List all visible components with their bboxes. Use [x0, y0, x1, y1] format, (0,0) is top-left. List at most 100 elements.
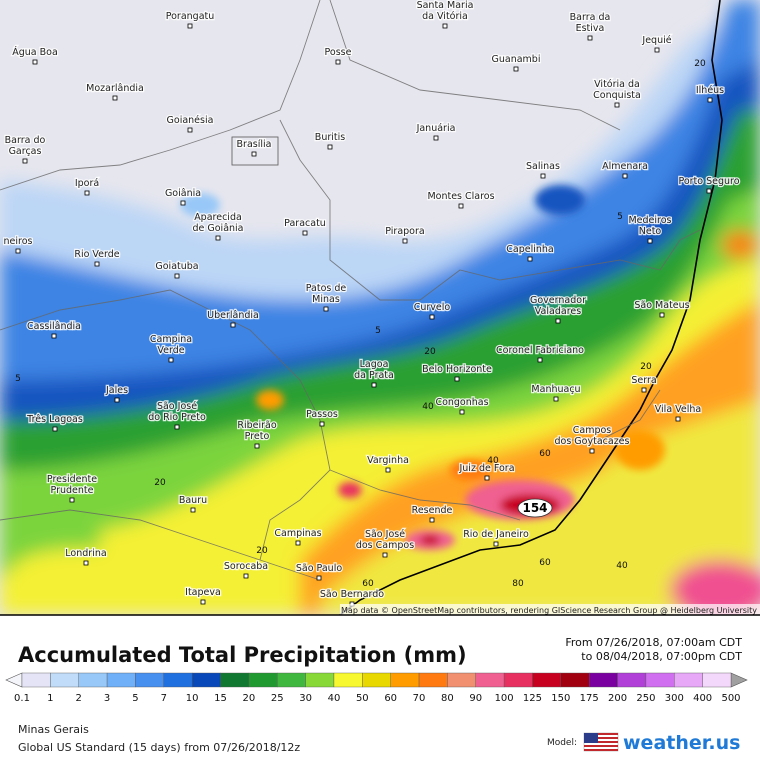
scale-label: 50 — [356, 693, 369, 704]
city-dot — [429, 517, 435, 523]
city-dot — [84, 190, 90, 196]
city-label: Presidente — [47, 474, 97, 485]
city-dot — [32, 59, 38, 65]
scale-box — [135, 672, 165, 688]
city-label: Medeiros — [628, 215, 671, 226]
city-label: Patos de — [306, 283, 347, 294]
flag-icon — [583, 732, 619, 752]
brand: weather.us — [623, 732, 740, 754]
city-label: Lagoa — [360, 359, 389, 370]
city-dot — [614, 102, 620, 108]
city-dot — [51, 333, 57, 339]
scale-box — [333, 672, 363, 688]
city-dot — [675, 416, 681, 422]
city-dot — [200, 599, 206, 605]
city-label: da Prata — [354, 370, 394, 381]
city-label: Sorocaba — [224, 561, 268, 572]
city-label: Iporá — [75, 178, 99, 189]
scale-label: 30 — [299, 693, 312, 704]
city-label: Goiatuba — [155, 261, 198, 272]
contour-label: 40 — [422, 402, 434, 412]
city-label: Jales — [105, 385, 128, 396]
city-dot — [174, 273, 180, 279]
scale-box — [106, 672, 136, 688]
city-dot — [622, 173, 628, 179]
scale-label: 80 — [441, 693, 454, 704]
city-label: Rio Verde — [74, 249, 119, 260]
scale-label: 300 — [665, 693, 684, 704]
scale-label: 5 — [132, 693, 138, 704]
city-dot — [187, 127, 193, 133]
city-label: Pirapora — [385, 226, 424, 237]
scale-box — [78, 672, 108, 688]
city-dot — [385, 467, 391, 473]
scale-box — [418, 672, 448, 688]
city-label: Valadares — [535, 306, 581, 317]
city-dot — [555, 318, 561, 324]
attribution: Map data © OpenStreetMap contributors, r… — [341, 606, 757, 615]
city-dot — [371, 382, 377, 388]
city-dot — [69, 497, 75, 503]
city-label: Londrina — [65, 548, 106, 559]
city-label: Três Lagoas — [26, 414, 83, 425]
city-label: Água Boa — [12, 46, 58, 58]
city-dot — [527, 256, 533, 262]
city-dot — [323, 306, 329, 312]
city-dot — [316, 575, 322, 581]
scale-label: 1 — [47, 693, 53, 704]
city-label: Vila Velha — [655, 404, 702, 415]
city-dot — [540, 173, 546, 179]
city-label: Montes Claros — [427, 191, 494, 202]
city-dot — [180, 200, 186, 206]
city-label: Minas — [312, 294, 340, 305]
city-dot — [52, 426, 58, 432]
city-dot — [454, 376, 460, 382]
city-label: Verde — [157, 345, 184, 356]
scale-label: 20 — [243, 693, 256, 704]
city-dot — [659, 312, 665, 318]
scale-box — [475, 672, 505, 688]
city-dot — [187, 23, 193, 29]
scale-box — [447, 672, 476, 688]
city-dot — [295, 540, 301, 546]
city-label: Mozarlândia — [86, 83, 144, 94]
scale-label: 200 — [608, 693, 627, 704]
city-dot — [335, 59, 341, 65]
city-dot — [230, 322, 236, 328]
city-label: Salinas — [526, 161, 560, 172]
city-label: São José — [157, 401, 197, 412]
scale-arrow-left — [5, 672, 23, 688]
contour-label: 80 — [512, 579, 524, 589]
scale-box — [645, 672, 675, 688]
scale-box — [674, 672, 703, 688]
city-dot — [589, 448, 595, 454]
city-label: Resende — [412, 505, 453, 516]
city-label: Santa Maria — [417, 0, 474, 11]
scale-box — [532, 672, 562, 688]
city-label: Campinas — [274, 528, 321, 539]
city-label: Goiânia — [165, 188, 201, 199]
city-dot — [429, 314, 435, 320]
city-dot — [112, 95, 118, 101]
city-label: Campina — [150, 334, 192, 345]
city-label: Bauru — [179, 495, 207, 506]
city-dot — [402, 238, 408, 244]
attribution-bg — [340, 604, 760, 615]
city-label: Belo Horizonte — [422, 364, 492, 375]
city-dot — [442, 23, 448, 29]
city-label: Porto Seguro — [678, 176, 739, 187]
city-label: Curvelo — [414, 302, 451, 313]
city-label: São Paulo — [296, 563, 342, 574]
city-label: São Bernardo — [320, 589, 384, 600]
contour-label: 20 — [640, 362, 652, 372]
scale-box — [702, 672, 732, 688]
region: Minas Gerais — [18, 723, 89, 736]
time-from: From 07/26/2018, 07:00am CDT — [565, 636, 742, 649]
scale-box — [362, 672, 391, 688]
scale-label: 90 — [469, 693, 482, 704]
scale-box — [191, 672, 221, 688]
scale-label: 500 — [721, 693, 740, 704]
city-dot — [215, 235, 221, 241]
city-label: Porangatu — [166, 11, 215, 22]
